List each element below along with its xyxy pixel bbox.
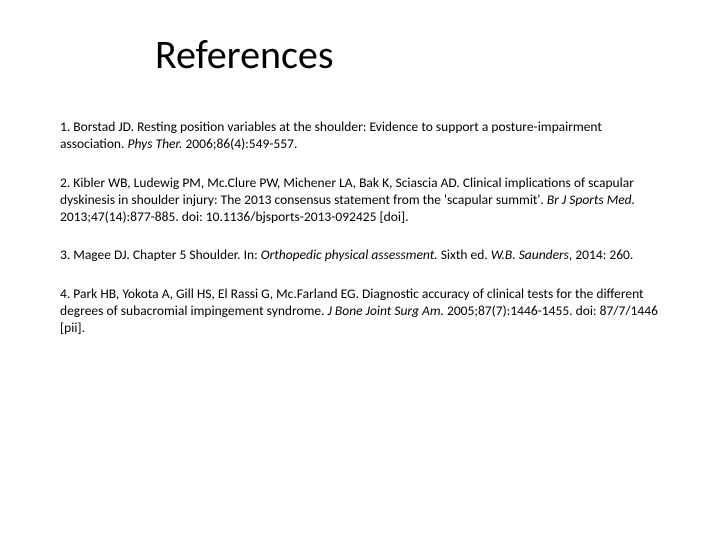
- ref3-lead: 3. Magee DJ. Chapter 5 Shoulder. In:: [60, 246, 261, 263]
- reference-1: 1. Borstad JD. Resting position variable…: [60, 119, 660, 153]
- ref3-tail: , 2014: 260.: [569, 246, 633, 263]
- ref4-journal: J Bone Joint Surg Am.: [328, 302, 447, 319]
- slide: References 1. Borstad JD. Resting positi…: [0, 0, 720, 540]
- ref1-journal: Phys Ther.: [128, 135, 186, 152]
- ref3-journal: Orthopedic physical assessment.: [261, 246, 441, 263]
- page-title: References: [155, 30, 660, 79]
- ref1-tail: 2006;86(4):549-557.: [185, 135, 297, 152]
- reference-3: 3. Magee DJ. Chapter 5 Shoulder. In: Ort…: [60, 247, 660, 264]
- reference-4: 4. Park HB, Yokota A, Gill HS, El Rassi …: [60, 286, 660, 337]
- ref3-pub: W.B. Saunders: [491, 246, 569, 263]
- ref2-journal: Br J Sports Med.: [547, 191, 635, 208]
- reference-2: 2. Kibler WB, Ludewig PM, Mc.Clure PW, M…: [60, 175, 660, 226]
- ref2-tail: 2013;47(14):877-885. doi: 10.1136/bjspor…: [60, 208, 409, 225]
- ref3-mid: Sixth ed.: [441, 246, 491, 263]
